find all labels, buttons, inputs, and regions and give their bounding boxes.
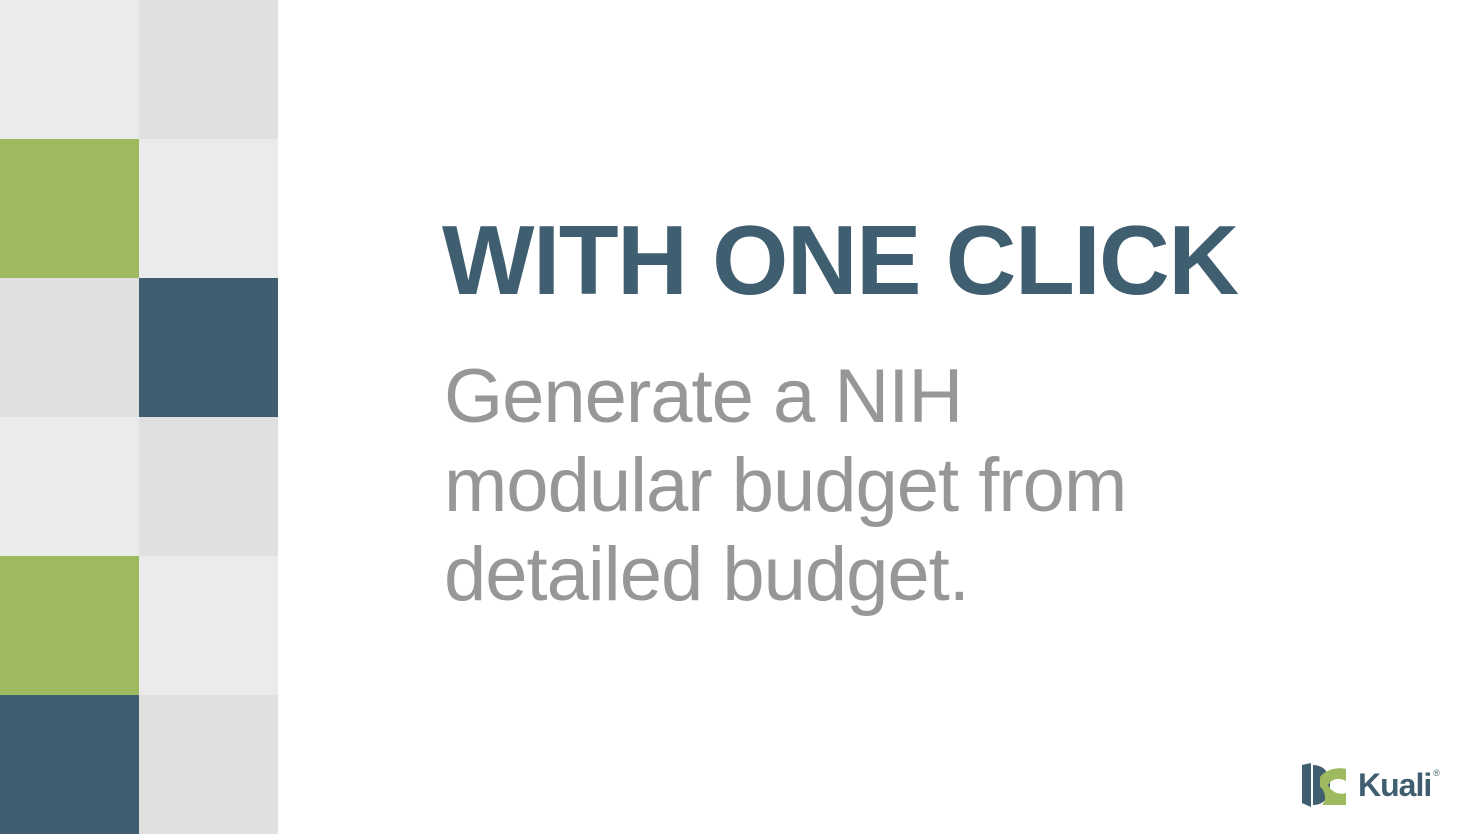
decorative-tile <box>0 0 139 139</box>
decorative-tile <box>139 556 278 695</box>
decorative-tile <box>0 695 139 834</box>
decorative-tile <box>139 278 278 417</box>
decorative-tile <box>139 417 278 556</box>
headline: WITH ONE CLICK <box>442 205 1238 315</box>
subhead-line: modular budget from <box>444 441 1126 530</box>
decorative-tile <box>0 139 139 278</box>
registered-mark: ® <box>1433 768 1440 778</box>
decorative-tile-grid <box>0 0 278 834</box>
subhead-line: Generate a NIH <box>444 352 1126 441</box>
kuali-logo-icon <box>1302 763 1348 807</box>
decorative-tile <box>139 139 278 278</box>
subhead-line: detailed budget. <box>444 530 1126 619</box>
decorative-tile <box>0 278 139 417</box>
decorative-tile <box>139 0 278 139</box>
decorative-tile <box>139 695 278 834</box>
subhead: Generate a NIH modular budget from detai… <box>444 352 1126 619</box>
decorative-tile <box>0 417 139 556</box>
kuali-logo: Kuali ® <box>1302 762 1440 808</box>
decorative-tile <box>0 556 139 695</box>
kuali-wordmark: Kuali <box>1358 765 1431 805</box>
